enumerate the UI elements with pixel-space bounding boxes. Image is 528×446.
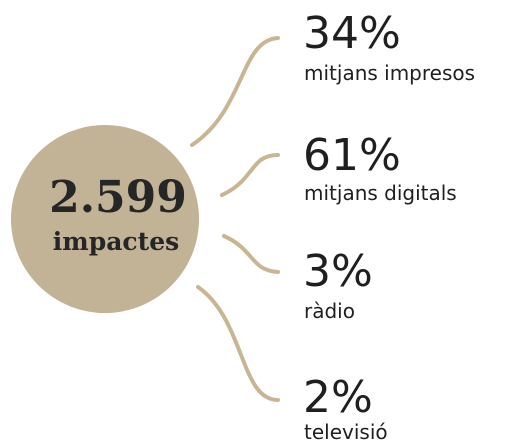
connector	[220, 153, 280, 197]
item-value: 34%	[303, 8, 401, 59]
item-label: mitjans impresos	[304, 61, 475, 85]
connector	[222, 234, 280, 274]
center-value: 2.599	[49, 172, 187, 223]
item-value: 3%	[303, 246, 373, 297]
item-label: ràdio	[304, 299, 355, 323]
item-value: 61%	[303, 130, 401, 181]
center-circle	[11, 125, 199, 313]
connector	[196, 285, 280, 402]
item-value: 2%	[303, 372, 373, 423]
item-label: mitjans digitals	[304, 181, 457, 205]
connectors	[190, 36, 280, 402]
item-label: televisió	[304, 420, 388, 444]
center-label: impactes	[53, 227, 179, 256]
connector	[190, 36, 280, 147]
